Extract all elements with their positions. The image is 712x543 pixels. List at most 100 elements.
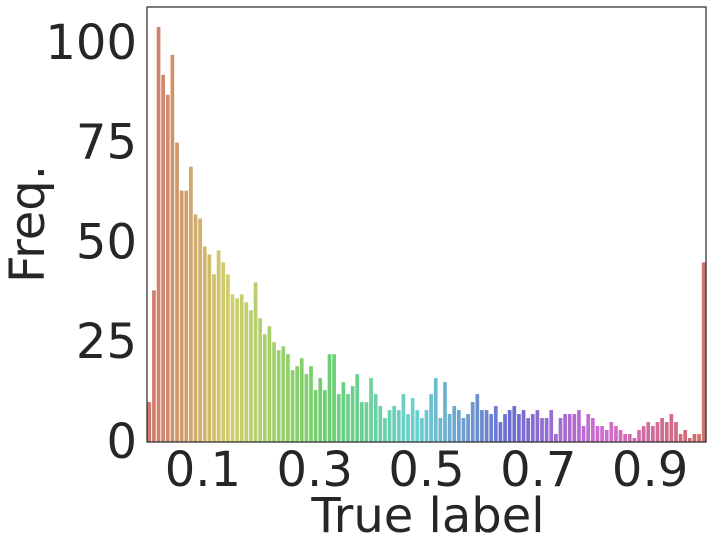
bar-series [147,26,706,443]
bar [577,410,581,442]
bar [410,398,415,442]
bar [262,334,267,442]
bar [586,414,591,442]
bar [526,418,530,442]
bar [249,310,253,442]
bar [313,390,318,442]
bar [438,418,443,442]
bar [493,406,498,442]
bar [318,378,323,442]
bar [355,374,360,442]
bar [484,410,489,442]
bar [267,326,272,442]
plot-frame [146,6,707,443]
bar [207,254,212,442]
bar [452,406,457,442]
bar [364,402,369,442]
bar [244,302,249,442]
bar [415,410,420,442]
bar [660,418,664,442]
bar [701,262,706,442]
bar [466,414,470,442]
bar [590,418,595,442]
y-tick-label: 0 [106,414,137,470]
x-tick-label: 0.9 [612,442,688,498]
bar [674,422,678,442]
bar [346,394,350,442]
bar [198,218,202,442]
bar [641,426,646,442]
bar [179,190,184,442]
bar [420,418,424,442]
bar [540,418,544,442]
bar [392,406,397,442]
bar [290,370,295,442]
bar [581,426,586,442]
bar [221,262,226,442]
bar [692,434,697,442]
bar [401,394,406,442]
bar [152,290,156,442]
bar [239,294,244,442]
bar [443,382,447,442]
bar [600,426,604,442]
bar [212,274,216,442]
bar [299,358,304,442]
bar [558,418,563,442]
bar [272,342,276,442]
bar [604,430,609,442]
bar [461,418,466,442]
bar [535,410,540,442]
y-axis-ticks: 0 25 50 75 100 [45,15,137,470]
bar [521,410,526,442]
bar [189,166,193,442]
y-tick-label: 100 [45,15,137,71]
bar [498,422,503,442]
bar [184,190,189,442]
bar [193,214,198,442]
bar [563,414,567,442]
bar [295,366,299,442]
bar [147,402,152,442]
x-tick-label: 0.5 [388,442,464,498]
bar [309,366,313,442]
bar [359,402,364,442]
bar [623,434,627,442]
y-tick-label: 25 [76,314,137,370]
bar [503,414,507,442]
bar [687,438,692,442]
bar [646,422,651,442]
bar [281,346,286,442]
bar [678,434,683,442]
bar [554,434,558,442]
bar [336,394,341,442]
bar [470,402,475,442]
bar [664,422,669,442]
bar [378,406,383,442]
bar [429,394,433,442]
bar [341,382,346,442]
bar [544,418,549,442]
y-tick-label: 50 [76,214,137,270]
bar [433,378,438,442]
bar [161,74,166,442]
bar [489,414,494,442]
bar [369,378,373,442]
bar [327,354,332,442]
bar [373,394,378,442]
x-axis-ticks: 0.1 0.3 0.5 0.7 0.9 [165,442,689,498]
bar [456,410,461,442]
bar [258,318,263,442]
bar [323,390,327,442]
bar [235,298,239,442]
y-tick-label: 75 [76,115,137,171]
bar [226,274,230,442]
bar [530,414,535,442]
x-axis-title: True label [310,488,544,543]
bar [669,414,674,442]
bar [424,410,429,442]
bar [651,426,655,442]
bar [387,410,392,442]
x-tick-label: 0.3 [277,442,353,498]
